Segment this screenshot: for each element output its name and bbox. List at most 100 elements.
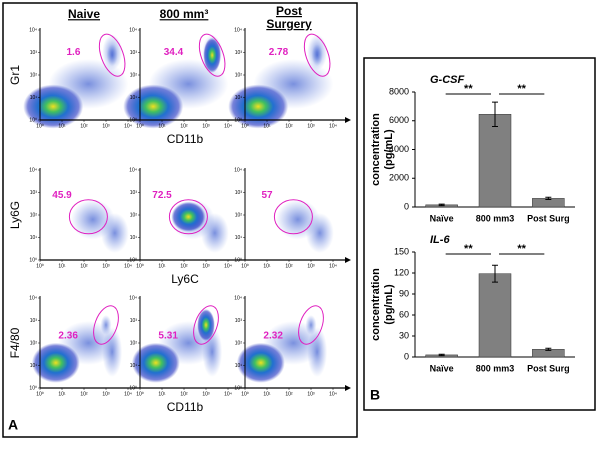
x-tick-label: 10³ xyxy=(102,263,110,269)
x-tick-label: 10² xyxy=(180,123,188,129)
y-tick-label: 30 xyxy=(399,330,409,340)
y-tick-label: 10² xyxy=(30,72,38,78)
column-header: Post Surgery xyxy=(266,4,312,31)
x-tick-label: 10⁴ xyxy=(124,123,132,129)
y-axis-label: (pg/mL) xyxy=(383,284,395,325)
y-tick-label: 10¹ xyxy=(130,95,138,101)
gate-percent: 57 xyxy=(261,190,273,201)
panel-b-frame xyxy=(363,57,596,411)
gate-percent: 34.4 xyxy=(164,47,184,58)
axis-arrow xyxy=(345,385,351,391)
y-axis-label: concentration xyxy=(370,113,382,186)
cell-density xyxy=(307,327,328,377)
column-header: 800 mm³ xyxy=(160,7,209,21)
gate xyxy=(168,199,208,235)
y-tick-label: 10¹ xyxy=(130,363,138,369)
x-tick-label: 10¹ xyxy=(58,391,66,397)
header-line: Post xyxy=(276,4,302,18)
y-tick-label: 150 xyxy=(394,246,409,256)
y-tick-label: 90 xyxy=(399,288,409,298)
gate-percent: 1.6 xyxy=(66,47,80,58)
bar xyxy=(478,273,512,358)
y-tick-label: 10¹ xyxy=(30,235,38,241)
y-tick-label: 10⁰ xyxy=(29,117,37,123)
y-tick-label: 10² xyxy=(235,340,243,346)
y-tick-label: 10¹ xyxy=(30,363,38,369)
y-tick-label: 10¹ xyxy=(130,235,138,241)
x-tick-label: Naïve xyxy=(430,213,454,223)
y-tick-label: 10³ xyxy=(30,190,38,196)
x-tick-label: 10³ xyxy=(102,123,110,129)
error-bar xyxy=(545,196,552,201)
y-tick-label: 10³ xyxy=(30,50,38,56)
x-tick-label: 10³ xyxy=(307,263,315,269)
gate xyxy=(298,305,324,345)
gate-percent: 2.36 xyxy=(58,330,78,341)
y-tick-label: 10¹ xyxy=(235,363,243,369)
x-tick-label: 10⁴ xyxy=(224,123,232,129)
gate-percent: 2.32 xyxy=(263,330,283,341)
cell-density xyxy=(100,315,112,335)
y-tick-label: 10² xyxy=(235,72,243,78)
y-tick-label: 10² xyxy=(235,212,243,218)
gate-percent: 45.9 xyxy=(52,190,72,201)
error-bar xyxy=(438,203,445,207)
cell-density xyxy=(102,327,123,377)
cell-density xyxy=(253,59,334,109)
y-tick-label: 10² xyxy=(130,340,138,346)
error-bar xyxy=(545,347,552,351)
y-tick-label: 10² xyxy=(30,340,38,346)
y-tick-label: 10⁴ xyxy=(129,295,137,301)
x-tick-label: 10² xyxy=(285,123,293,129)
x-tick-label: 10⁰ xyxy=(241,391,249,397)
header-line: Surgery xyxy=(266,17,312,31)
x-tick-label: 10⁰ xyxy=(136,391,144,397)
y-tick-label: 10⁴ xyxy=(129,167,137,173)
x-tick-label: 800 mm3 xyxy=(476,363,515,373)
cell-density xyxy=(305,315,317,335)
gate-percent: 72.5 xyxy=(152,190,172,201)
y-tick-label: 10³ xyxy=(130,318,138,324)
y-tick-label: 10² xyxy=(30,212,38,218)
bar xyxy=(478,114,512,208)
y-tick-label: 10⁴ xyxy=(129,27,137,33)
x-tick-label: 10² xyxy=(180,263,188,269)
cell-density xyxy=(106,44,118,67)
cell-density xyxy=(171,201,206,232)
y-tick-label: 10⁰ xyxy=(29,257,37,263)
y-tick-label: 10¹ xyxy=(30,95,38,101)
y-tick-label: 4000 xyxy=(389,144,409,154)
y-tick-label: 10⁴ xyxy=(234,27,242,33)
y-tick-label: 10³ xyxy=(30,318,38,324)
cell-density xyxy=(200,213,229,253)
chart-title: IL-6 xyxy=(430,234,450,246)
x-axis-label: CD11b xyxy=(167,132,204,146)
x-tick-label: 10¹ xyxy=(58,263,66,269)
cell-density xyxy=(311,44,323,67)
cell-density xyxy=(197,309,215,341)
x-tick-label: 10⁰ xyxy=(241,123,249,129)
y-tick-label: 120 xyxy=(394,267,409,277)
x-tick-label: 10² xyxy=(285,391,293,397)
x-tick-label: 10¹ xyxy=(158,123,166,129)
x-tick-label: 10² xyxy=(80,391,88,397)
panel-a-frame xyxy=(2,2,358,438)
x-tick-label: 10⁴ xyxy=(124,263,132,269)
x-tick-label: 10³ xyxy=(307,123,315,129)
x-tick-label: 10³ xyxy=(202,263,210,269)
significance-label: ** xyxy=(464,83,473,95)
x-tick-label: 10⁰ xyxy=(36,123,44,129)
y-tick-label: 10³ xyxy=(130,190,138,196)
y-axis-label: Ly6G xyxy=(8,201,22,229)
x-axis-label: CD11b xyxy=(167,400,204,414)
axis-arrow xyxy=(345,117,351,123)
x-tick-label: 10³ xyxy=(102,391,110,397)
y-tick-label: 8000 xyxy=(389,86,409,96)
gate xyxy=(198,33,226,77)
y-axis-label: (pg/mL) xyxy=(383,129,395,170)
y-tick-label: 10⁰ xyxy=(29,385,37,391)
y-tick-label: 10² xyxy=(130,72,138,78)
y-tick-label: 10³ xyxy=(235,190,243,196)
significance-label: ** xyxy=(464,243,473,255)
y-axis-label: concentration xyxy=(370,268,382,341)
